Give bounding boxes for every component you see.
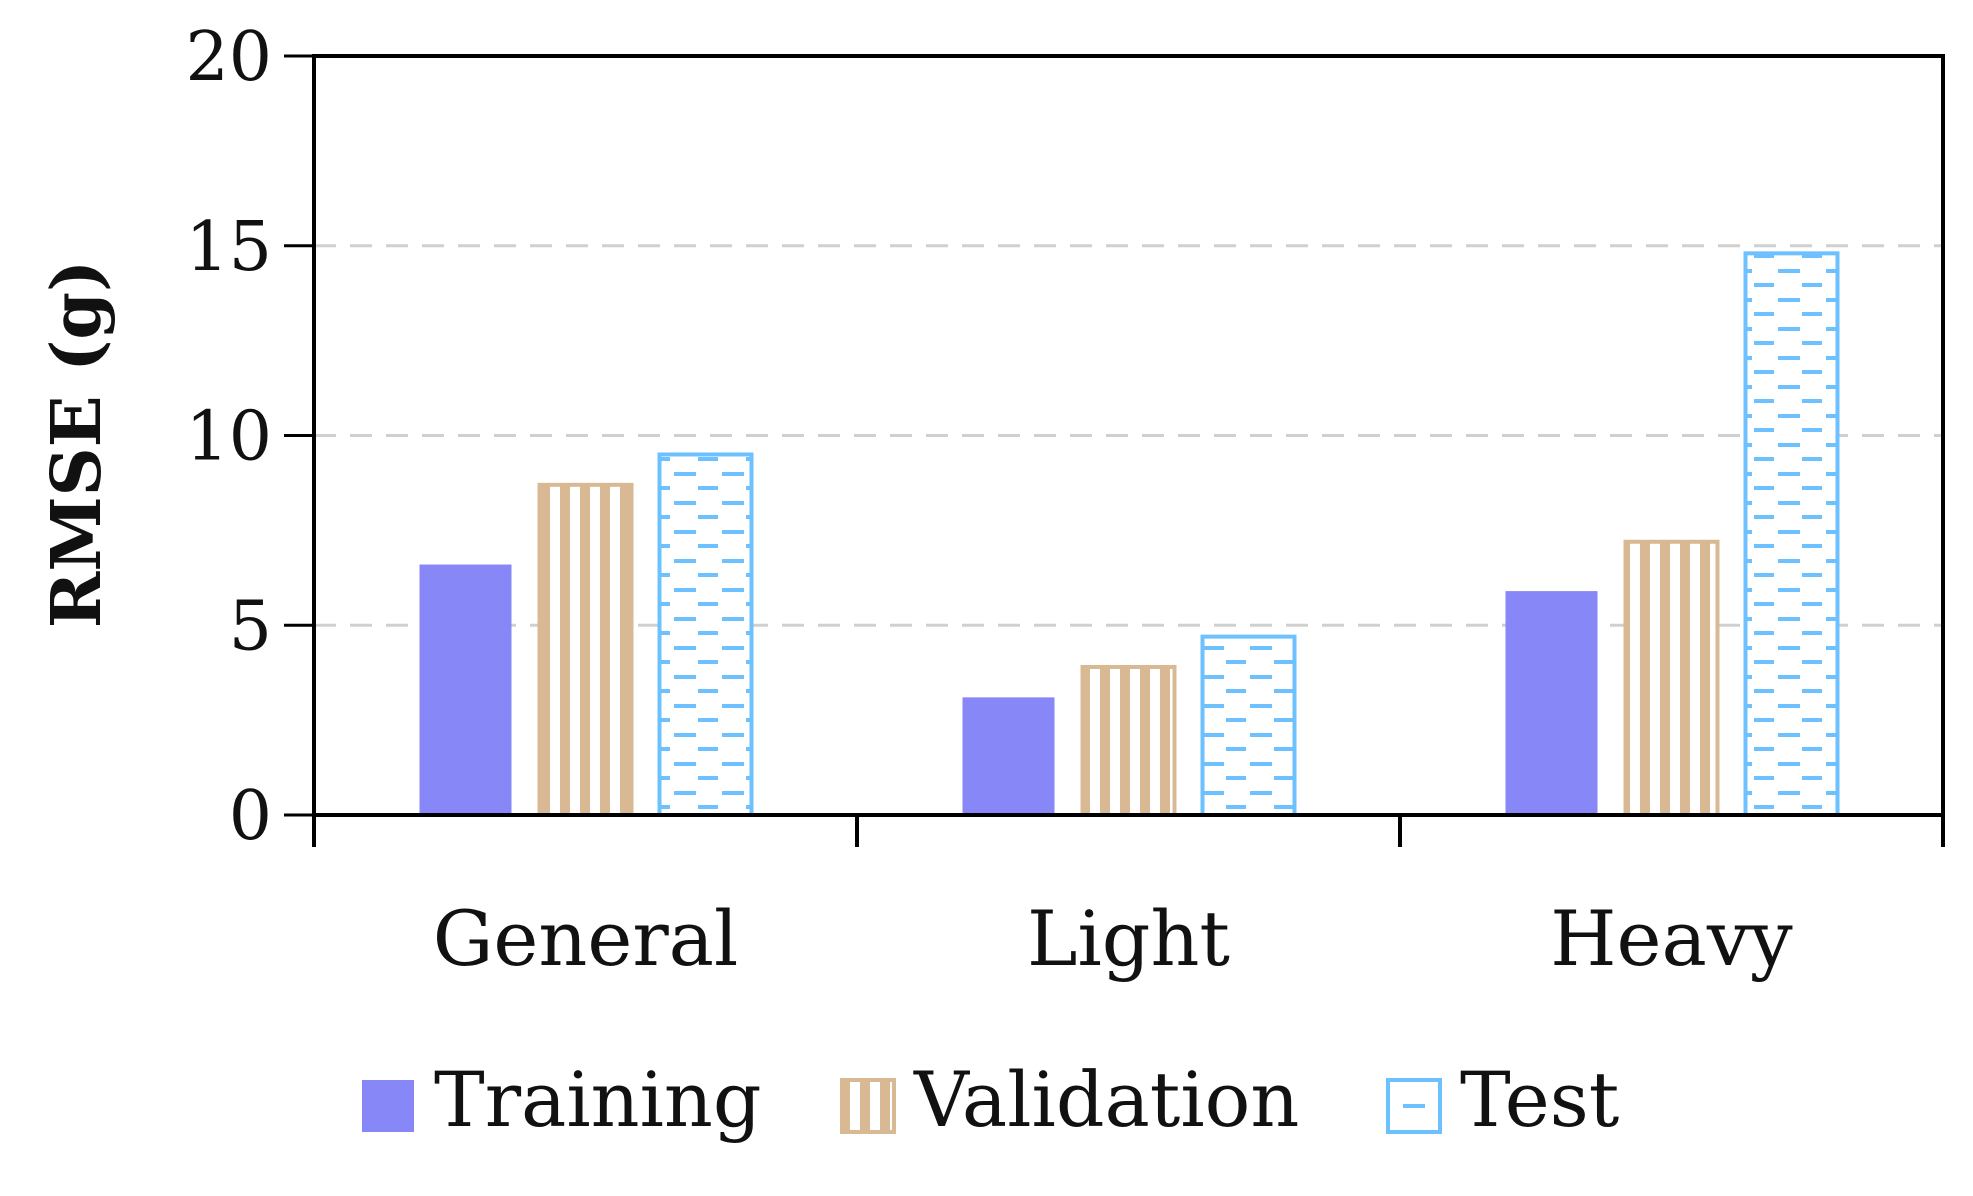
plot-frame <box>312 54 1945 817</box>
bar-validation-light <box>1080 664 1177 817</box>
legend-label-validation: Validation <box>913 1055 1299 1144</box>
x-category-label: General <box>433 894 739 983</box>
x-category-label: Heavy <box>1550 894 1793 983</box>
legend-label-training: Training <box>434 1055 762 1144</box>
legend-label-test: Test <box>1460 1055 1619 1144</box>
legend-swatch-training <box>362 1080 414 1132</box>
bar-test-heavy <box>1743 251 1840 817</box>
y-tick-label: 15 <box>185 208 272 287</box>
bar-validation-general <box>537 482 634 817</box>
bars <box>419 251 1840 818</box>
bar-test-general <box>657 452 754 817</box>
y-axis-title: RMSE (g) <box>37 260 117 628</box>
axis-labels: 0 5 10 15 20 General Light Heavy <box>185 18 1792 983</box>
y-tick-label: 0 <box>229 777 272 856</box>
bar-validation-heavy <box>1623 539 1720 817</box>
y-tick-label: 5 <box>229 587 272 666</box>
legend-swatch-validation <box>840 1078 896 1134</box>
bar-training-general <box>419 564 512 815</box>
legend: Training Validation Test <box>362 1055 1619 1144</box>
y-tick-label: 20 <box>185 18 272 97</box>
y-tick-label: 10 <box>185 398 272 477</box>
x-category-label: Light <box>1027 894 1230 983</box>
bar-training-light <box>962 697 1055 815</box>
bar-test-light <box>1200 634 1297 818</box>
axes <box>284 54 1945 847</box>
bar-training-heavy <box>1505 591 1598 815</box>
